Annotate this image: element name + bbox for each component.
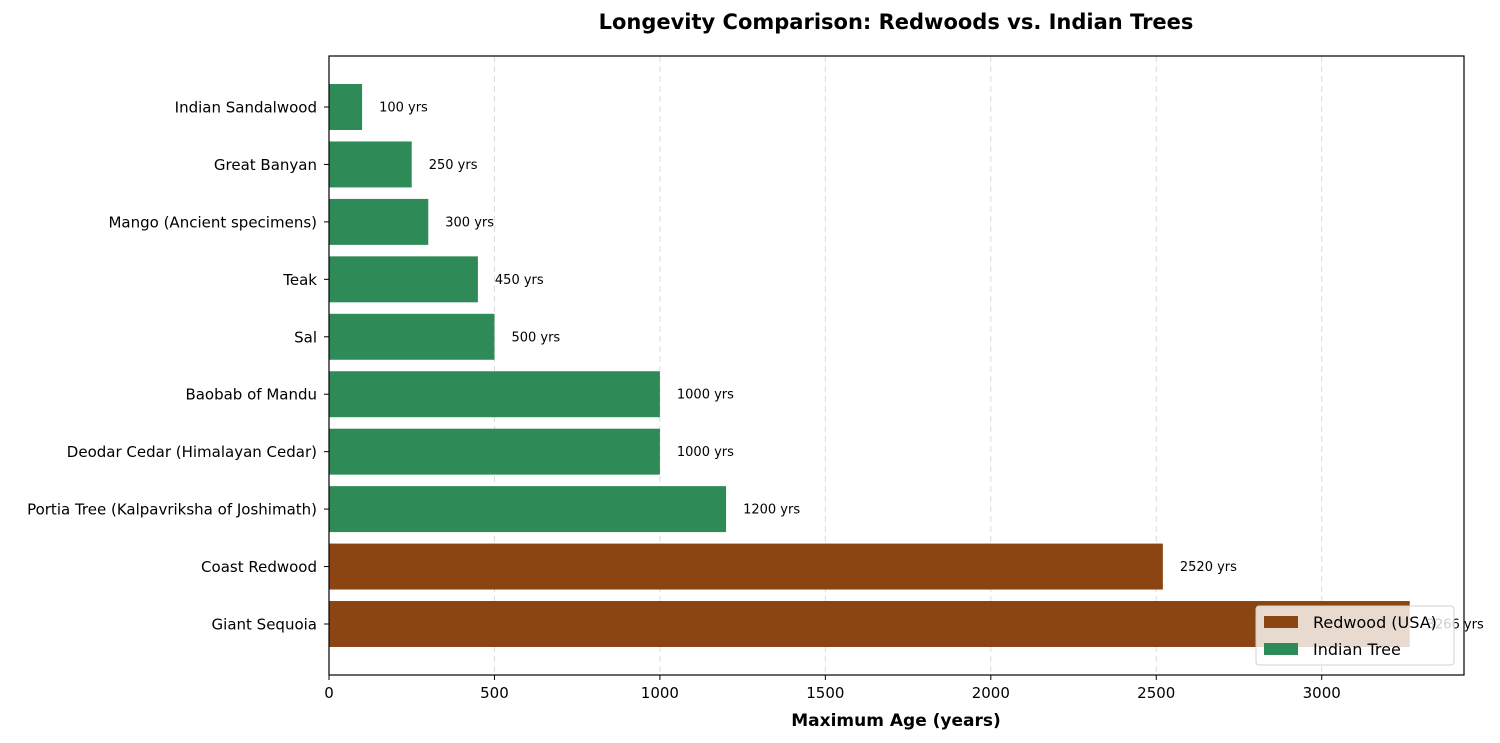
y-tick-label: Sal bbox=[294, 328, 317, 346]
bar bbox=[329, 198, 429, 245]
data-label: 1000 yrs bbox=[677, 445, 734, 460]
legend: Redwood (USA) Indian Tree bbox=[1255, 605, 1455, 666]
x-tick-label: 1500 bbox=[806, 684, 844, 702]
x-axis-ticks: 0 500 1000 1500 2000 2500 3000 bbox=[324, 675, 1341, 702]
bars-group bbox=[329, 84, 1410, 647]
data-label: 500 yrs bbox=[511, 330, 560, 345]
data-label: 100 yrs bbox=[379, 101, 428, 116]
y-tick-label: Great Banyan bbox=[214, 156, 317, 174]
x-axis-label: Maximum Age (years) bbox=[791, 711, 1001, 731]
legend-box bbox=[1255, 605, 1455, 666]
y-tick-label: Deodar Cedar (Himalayan Cedar) bbox=[67, 443, 317, 461]
chart-title: Longevity Comparison: Redwoods vs. India… bbox=[599, 10, 1194, 34]
bar bbox=[329, 428, 660, 475]
x-tick-label: 500 bbox=[480, 684, 509, 702]
x-tick-label: 0 bbox=[324, 684, 334, 702]
bar bbox=[329, 543, 1163, 590]
y-tick-label: Baobab of Mandu bbox=[185, 386, 317, 404]
data-label: 1200 yrs bbox=[743, 503, 800, 518]
y-tick-label: Giant Sequoia bbox=[212, 616, 317, 634]
bar bbox=[329, 84, 363, 130]
legend-label: Indian Tree bbox=[1313, 640, 1401, 659]
legend-swatch bbox=[1264, 643, 1298, 655]
y-tick-label: Teak bbox=[282, 271, 317, 289]
bar bbox=[329, 371, 660, 418]
data-label: 1000 yrs bbox=[677, 388, 734, 403]
x-tick-label: 1000 bbox=[641, 684, 679, 702]
x-tick-label: 2000 bbox=[972, 684, 1010, 702]
y-tick-label: Portia Tree (Kalpavriksha of Joshimath) bbox=[27, 501, 317, 519]
bar bbox=[329, 486, 727, 533]
data-labels-group: 100 yrs 250 yrs 300 yrs 450 yrs 500 yrs 1000 … bbox=[379, 101, 1484, 633]
y-tick-label: Mango (Ancient specimens) bbox=[108, 213, 317, 231]
y-axis-ticks: Indian Sandalwood Great Banyan Mango (Anci… bbox=[27, 99, 329, 634]
y-tick-label: Indian Sandalwood bbox=[175, 99, 317, 117]
bar bbox=[329, 141, 412, 188]
y-tick-label: Coast Redwood bbox=[201, 558, 317, 576]
data-label: 250 yrs bbox=[429, 158, 478, 173]
bar bbox=[329, 601, 1410, 647]
data-label: 450 yrs bbox=[495, 273, 544, 288]
bar bbox=[329, 256, 478, 303]
legend-label: Redwood (USA) bbox=[1313, 613, 1437, 632]
data-label: 2520 yrs bbox=[1180, 560, 1237, 575]
legend-swatch bbox=[1264, 616, 1298, 628]
bar bbox=[329, 313, 495, 360]
x-tick-label: 3000 bbox=[1303, 684, 1341, 702]
data-label: 300 yrs bbox=[445, 215, 494, 230]
x-tick-label: 2500 bbox=[1137, 684, 1175, 702]
plot-frame bbox=[328, 55, 1465, 676]
